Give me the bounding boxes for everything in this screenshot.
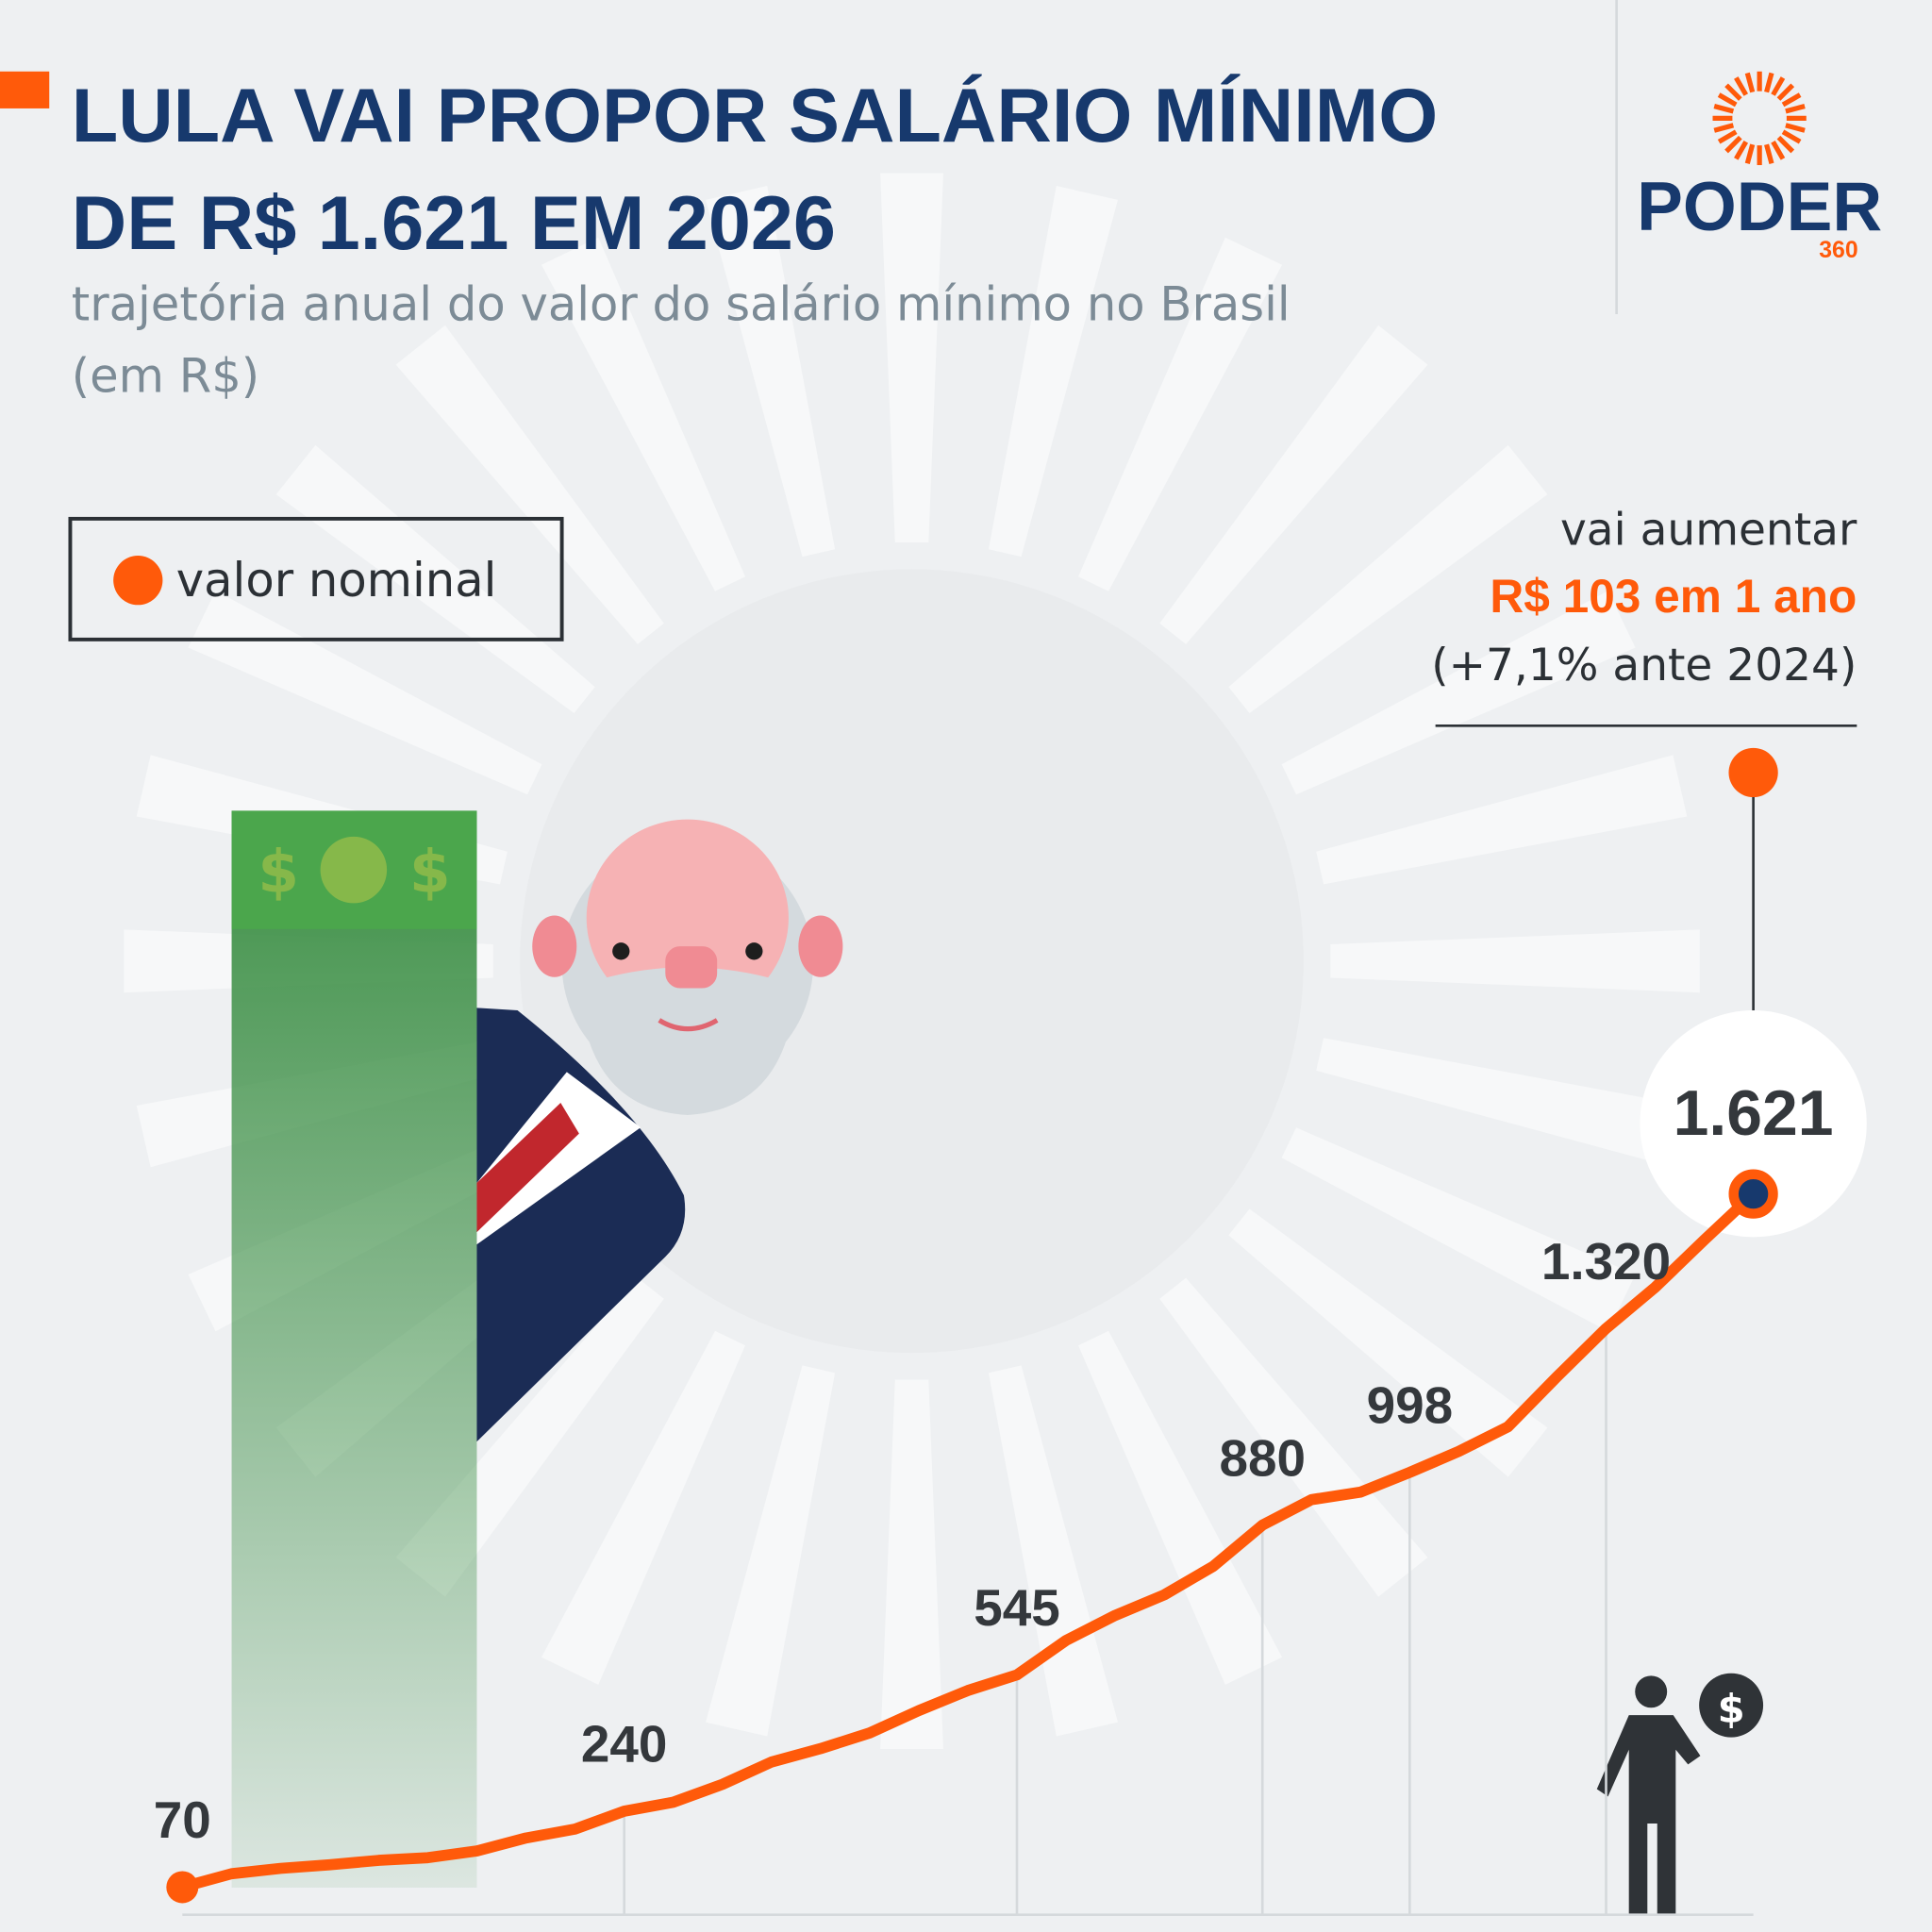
logo-ray [1785, 104, 1806, 114]
sun-rays [124, 173, 1700, 1750]
accent-tab [0, 71, 50, 108]
logo-ray [1713, 104, 1735, 114]
value-label: 998 [1367, 1376, 1454, 1435]
logo-ray [1771, 76, 1786, 96]
annotation: R$ 103 em 1 ano [1490, 570, 1857, 623]
ray [1281, 591, 1636, 795]
subtitle-line: trajetória anual do valor do salário mín… [72, 277, 1291, 332]
ray [1316, 1038, 1688, 1168]
logo-sun [1712, 71, 1807, 166]
legend-swatch [113, 556, 163, 606]
svg-text:$: $ [1718, 1686, 1745, 1732]
value-label: 240 [581, 1715, 668, 1774]
logo-ray [1785, 123, 1806, 133]
ray [541, 237, 746, 591]
bill-illustration: $ $ [231, 810, 477, 1888]
logo-ray [1717, 92, 1738, 108]
value-label: 1.621 [1674, 1078, 1834, 1149]
ray [1078, 1330, 1283, 1685]
logo-ray [1764, 72, 1774, 93]
logo-ray [1724, 83, 1742, 101]
value-label: 1.320 [1541, 1232, 1671, 1291]
svg-text:$: $ [409, 838, 451, 907]
value-label: 545 [974, 1578, 1060, 1637]
title-line: LULA VAI PROPOR SALÁRIO MÍNIMO [72, 73, 1438, 158]
logo-ray [1781, 92, 1802, 108]
annotation: vai aumentar [1560, 504, 1857, 556]
ray [275, 444, 595, 714]
ray [1281, 1127, 1636, 1332]
ray [395, 325, 664, 644]
logo: PODER 360 [1637, 71, 1882, 263]
logo-ray [1764, 143, 1774, 165]
logo-ray [1713, 123, 1735, 133]
ray [188, 591, 542, 795]
logo-name: PODER [1637, 169, 1882, 245]
ray [1228, 1208, 1548, 1477]
logo-number: 360 [1819, 238, 1857, 263]
ray [706, 1365, 836, 1737]
logo-ray [1734, 140, 1749, 160]
ray [1316, 755, 1688, 885]
ray [1159, 325, 1428, 644]
ray [988, 1365, 1118, 1737]
ray [1159, 1277, 1428, 1597]
person-illustration [476, 819, 843, 1442]
logo-ray [1771, 140, 1786, 160]
sun-disc [520, 569, 1304, 1354]
logo-ray [1717, 129, 1738, 144]
annotation: (+7,1% ante 2024) [1431, 640, 1857, 691]
legend-box [68, 516, 564, 641]
end-point [1728, 1169, 1778, 1219]
logo-ray [1776, 135, 1795, 154]
subtitle-line: (em R$) [72, 348, 259, 403]
highlight-circle [1640, 1010, 1867, 1238]
ray [1330, 929, 1700, 993]
data-line [180, 1190, 1757, 1893]
legend-label: valor nominal [176, 553, 497, 608]
annotation-dot [1728, 747, 1778, 798]
ray [1078, 237, 1283, 591]
ray [706, 186, 836, 558]
logo-ray [1734, 76, 1749, 96]
logo-ray [1781, 129, 1802, 144]
value-label: 70 [154, 1790, 211, 1849]
ray [880, 173, 943, 543]
ray [1228, 444, 1548, 714]
title-line: DE R$ 1.621 EM 2026 [72, 181, 836, 266]
ray [988, 186, 1118, 558]
logo-ray [1776, 83, 1795, 101]
ray [541, 1330, 746, 1685]
logo-ray [1744, 143, 1756, 165]
logo-ray [1724, 135, 1742, 154]
ray [880, 1379, 943, 1750]
worker-icon: $ [1596, 1673, 1764, 1917]
logo-ray [1744, 72, 1756, 93]
svg-text:$: $ [258, 838, 299, 907]
start-point [166, 1871, 199, 1904]
value-label: 880 [1219, 1428, 1306, 1487]
